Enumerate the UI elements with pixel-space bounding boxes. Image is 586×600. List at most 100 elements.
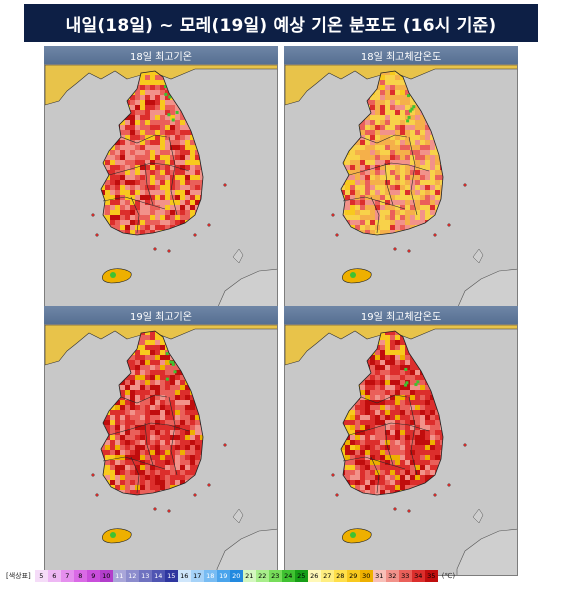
small-island: [193, 493, 197, 497]
legend-swatch: 25: [294, 570, 308, 582]
legend-swatch: 12: [125, 570, 139, 582]
small-island: [167, 249, 171, 253]
small-island: [407, 249, 411, 253]
province-boundary: [144, 422, 154, 466]
north-region: [45, 65, 277, 106]
small-island: [193, 233, 197, 237]
panel-title: 19일 최고체감온도: [284, 306, 518, 324]
small-island: [463, 183, 467, 187]
legend-swatch: 18: [203, 570, 217, 582]
legend-swatch: 32: [385, 570, 399, 582]
province-boundary: [360, 134, 408, 144]
legend-name: [색상표]: [6, 572, 31, 580]
small-island: [393, 247, 397, 251]
small-island: [91, 213, 95, 217]
province-boundary: [144, 162, 154, 206]
jeju-island: [341, 268, 372, 284]
small-island: [331, 473, 335, 477]
province-boundary: [108, 162, 190, 176]
small-island: [447, 223, 451, 227]
legend-swatch: 5: [34, 570, 48, 582]
province-boundary: [130, 196, 140, 234]
small-island: [167, 509, 171, 513]
small-island: [463, 443, 467, 447]
japan-landmass: [456, 528, 517, 575]
legend-swatch: 7: [60, 570, 74, 582]
province-boundary: [342, 456, 406, 470]
province-boundary: [102, 196, 166, 210]
legend-swatch: 21: [242, 570, 256, 582]
legend-swatch: 9: [86, 570, 100, 582]
province-boundary: [102, 456, 166, 470]
province-boundary: [360, 394, 408, 404]
temperature-map: [44, 324, 278, 576]
province-boundary: [342, 196, 406, 210]
province-boundary: [168, 396, 178, 476]
province-boundary: [384, 422, 394, 466]
map-panel-18-max-temp: 18일 최고기온: [44, 46, 278, 316]
small-island: [95, 493, 99, 497]
small-island: [153, 507, 157, 511]
legend-unit: (℃): [441, 572, 456, 580]
small-island: [95, 233, 99, 237]
page-title: 내일(18일) ~ 모레(19일) 예상 기온 분포도 (16시 기준): [24, 4, 538, 42]
small-island: [331, 213, 335, 217]
small-island: [223, 183, 227, 187]
small-island: [223, 443, 227, 447]
legend-swatch: 8: [73, 570, 87, 582]
small-island: [447, 483, 451, 487]
color-legend: [색상표] 5 6 7 8 9 10 11 12 13 14 15 16 17 18 19 20 21 22 23 2…: [6, 568, 455, 584]
legend-swatch: 14: [151, 570, 165, 582]
legend-swatch: 34: [411, 570, 425, 582]
north-region: [285, 65, 517, 106]
province-boundary: [348, 162, 430, 176]
north-region: [45, 325, 277, 366]
province-boundary: [168, 136, 178, 216]
panel-title: 19일 최고기온: [44, 306, 278, 324]
legend-swatch: 27: [320, 570, 334, 582]
coastline: [340, 70, 444, 236]
coastline: [100, 330, 204, 496]
legend-swatch: 30: [359, 570, 373, 582]
coastline: [100, 70, 204, 236]
province-boundary: [130, 456, 140, 494]
legend-swatch: 33: [398, 570, 412, 582]
coastline: [340, 330, 444, 496]
legend-swatch: 26: [307, 570, 321, 582]
legend-swatch: 23: [268, 570, 282, 582]
legend-swatch: 19: [216, 570, 230, 582]
legend-swatch: 35: [424, 570, 438, 582]
small-island: [207, 223, 211, 227]
legend-swatch: 15: [164, 570, 178, 582]
small-island: [335, 233, 339, 237]
legend-swatch: 13: [138, 570, 152, 582]
small-island: [207, 483, 211, 487]
province-boundary: [120, 394, 168, 404]
temperature-field: [101, 331, 203, 495]
province-boundary: [108, 422, 190, 436]
jeju-island: [101, 528, 132, 544]
map-panel-18-feels-like: 18일 최고체감온도: [284, 46, 518, 316]
small-island: [407, 509, 411, 513]
legend-swatch: 16: [177, 570, 191, 582]
japan-landmass: [216, 268, 277, 315]
temperature-map: [44, 64, 278, 316]
province-boundary: [384, 162, 394, 206]
temperature-field: [101, 71, 203, 235]
province-boundary: [408, 396, 418, 476]
jeju-island: [341, 528, 372, 544]
north-region: [285, 325, 517, 366]
panel-title: 18일 최고기온: [44, 46, 278, 64]
small-island: [91, 473, 95, 477]
panel-title: 18일 최고체감온도: [284, 46, 518, 64]
legend-swatch: 10: [99, 570, 113, 582]
small-island: [393, 507, 397, 511]
map-panel-19-max-temp: 19일 최고기온: [44, 306, 278, 576]
legend-swatch: 31: [372, 570, 386, 582]
legend-swatch: 6: [47, 570, 61, 582]
province-boundary: [370, 456, 380, 494]
province-boundary: [120, 134, 168, 144]
japan-landmass: [216, 528, 277, 575]
small-island: [153, 247, 157, 251]
legend-swatch: 22: [255, 570, 269, 582]
